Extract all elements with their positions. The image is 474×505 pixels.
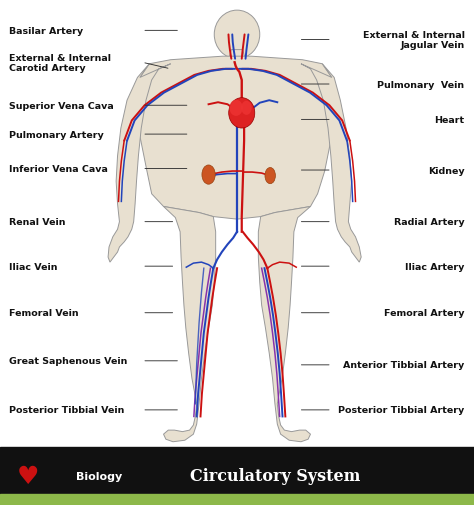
Text: Pulmonary Artery: Pulmonary Artery	[9, 130, 104, 139]
Polygon shape	[164, 207, 216, 442]
Text: Circulatory System: Circulatory System	[190, 468, 360, 484]
Text: Inferior Vena Cava: Inferior Vena Cava	[9, 165, 109, 174]
Text: Iliac Vein: Iliac Vein	[9, 262, 58, 271]
Polygon shape	[258, 207, 310, 442]
Text: External & Internal
Carotid Artery: External & Internal Carotid Artery	[9, 54, 111, 73]
Text: Posterior Tibbial Vein: Posterior Tibbial Vein	[9, 406, 125, 415]
Bar	[0, 447, 474, 505]
Text: Pulmonary  Vein: Pulmonary Vein	[377, 80, 465, 89]
Ellipse shape	[241, 102, 252, 116]
Text: Renal Vein: Renal Vein	[9, 218, 66, 227]
Polygon shape	[229, 50, 245, 60]
Ellipse shape	[265, 168, 275, 184]
Text: External & Internal
Jagular Vein: External & Internal Jagular Vein	[363, 31, 465, 50]
Polygon shape	[108, 65, 171, 263]
Text: Biology: Biology	[76, 471, 122, 481]
Text: Radial Artery: Radial Artery	[394, 218, 465, 227]
Bar	[0, 494, 474, 505]
Circle shape	[214, 11, 260, 60]
Text: Femoral Vein: Femoral Vein	[9, 309, 79, 318]
Text: Iliac Artery: Iliac Artery	[405, 262, 465, 271]
Text: Heart: Heart	[434, 116, 465, 125]
Text: Superior Vena Cava: Superior Vena Cava	[9, 102, 114, 111]
Polygon shape	[301, 65, 361, 263]
Ellipse shape	[229, 100, 243, 117]
Text: Basilar Artery: Basilar Artery	[9, 27, 83, 36]
Text: Great Saphenous Vein: Great Saphenous Vein	[9, 357, 128, 366]
Text: Femoral Artery: Femoral Artery	[384, 309, 465, 318]
Ellipse shape	[228, 98, 255, 129]
Ellipse shape	[202, 166, 215, 185]
Text: ♥: ♥	[17, 464, 40, 488]
Polygon shape	[140, 57, 332, 220]
Text: Anterior Tibbial Artery: Anterior Tibbial Artery	[343, 361, 465, 370]
Text: Posterior Tibbial Artery: Posterior Tibbial Artery	[338, 406, 465, 415]
Text: Kidney: Kidney	[428, 166, 465, 175]
